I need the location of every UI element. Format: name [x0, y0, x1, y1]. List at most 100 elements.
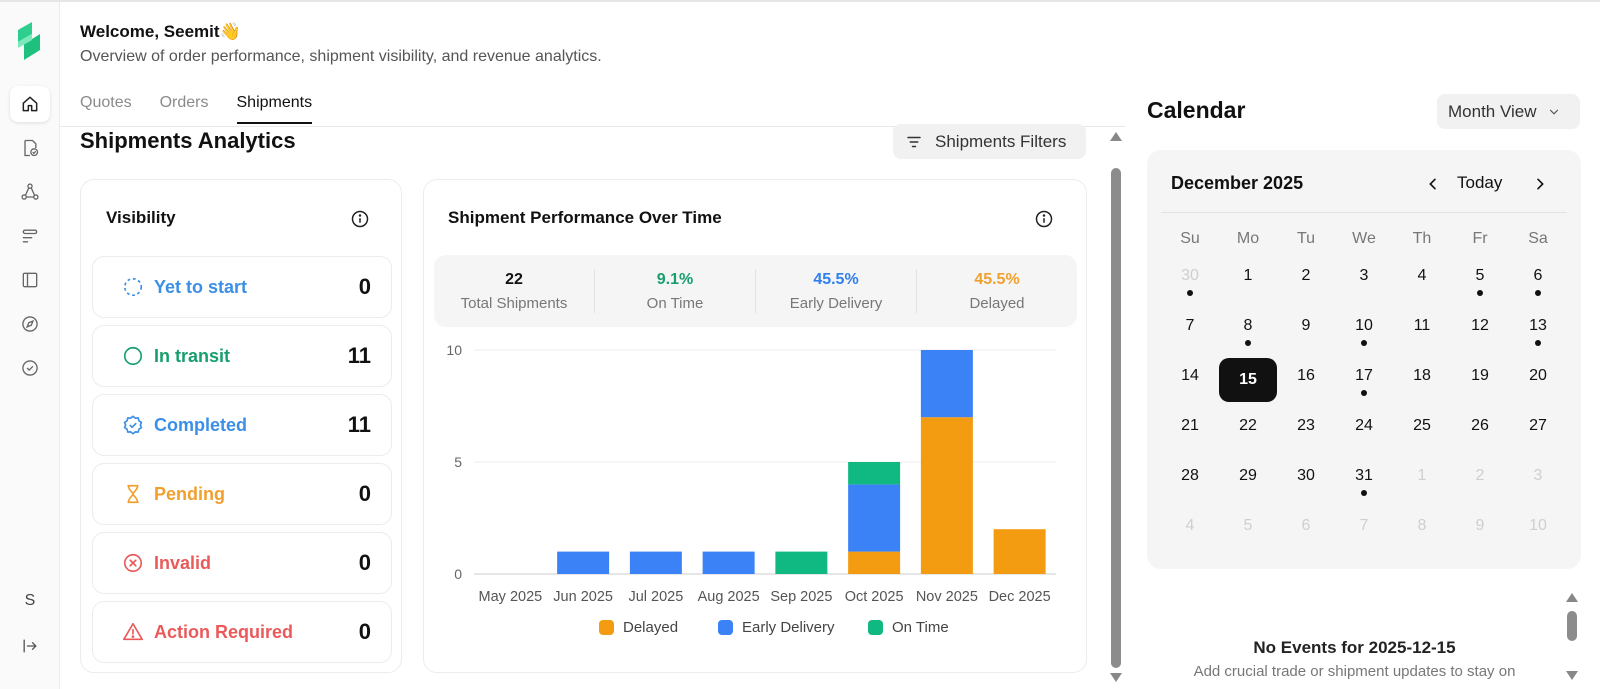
- visibility-row-invalid[interactable]: Invalid 0: [92, 532, 392, 594]
- calendar-day[interactable]: 1: [1393, 454, 1451, 504]
- sidebar-item-network[interactable]: [10, 174, 50, 210]
- calendar-day[interactable]: 16: [1277, 354, 1335, 404]
- calendar-day[interactable]: 5: [1219, 504, 1277, 554]
- info-icon[interactable]: [350, 209, 370, 229]
- bar-segment: [848, 484, 901, 552]
- calendar-day[interactable]: 4: [1393, 254, 1451, 304]
- event-dot: [1477, 290, 1483, 296]
- circle-icon: [123, 346, 143, 366]
- calendar-day[interactable]: 23: [1277, 404, 1335, 454]
- bar-segment: [848, 462, 901, 485]
- day-number: 26: [1471, 417, 1489, 434]
- sidebar-item-home[interactable]: [10, 86, 50, 122]
- calendar-day[interactable]: 27: [1509, 404, 1567, 454]
- main-scrollbar[interactable]: [1108, 128, 1124, 688]
- calendar-day[interactable]: 2: [1277, 254, 1335, 304]
- tab-orders[interactable]: Orders: [159, 94, 209, 111]
- today-button[interactable]: Today: [1457, 173, 1503, 192]
- month-view-label: Month View: [1448, 101, 1537, 121]
- visibility-row-in-transit[interactable]: In transit 11: [92, 325, 392, 387]
- day-number: 14: [1181, 367, 1199, 384]
- day-number: 18: [1413, 367, 1431, 384]
- calendar-day[interactable]: 9: [1451, 504, 1509, 554]
- top-border: [0, 0, 1600, 2]
- info-icon[interactable]: [1034, 209, 1054, 229]
- scroll-thumb[interactable]: [1111, 168, 1121, 668]
- day-number: 8: [1417, 517, 1427, 534]
- visibility-row-action-required[interactable]: Action Required 0: [92, 601, 392, 663]
- calendar-day[interactable]: 10: [1509, 504, 1567, 554]
- calendar-day[interactable]: 13: [1509, 304, 1567, 354]
- calendar-day[interactable]: 19: [1451, 354, 1509, 404]
- calendar-day[interactable]: 20: [1509, 354, 1567, 404]
- day-number: 11: [1413, 317, 1431, 334]
- sidebar-item-quotes[interactable]: [10, 130, 50, 166]
- calendar-day[interactable]: 24: [1335, 404, 1393, 454]
- performance-card: Shipment Performance Over Time 22 Total …: [423, 179, 1087, 673]
- day-number: 19: [1471, 367, 1489, 384]
- calendar-day[interactable]: 12: [1451, 304, 1509, 354]
- visibility-row-yet-to-start[interactable]: Yet to start 0: [92, 256, 392, 318]
- shipments-filters-button[interactable]: Shipments Filters: [893, 124, 1086, 159]
- visibility-count: 0: [358, 550, 371, 575]
- calendar-day[interactable]: 5: [1451, 254, 1509, 304]
- calendar-day[interactable]: 25: [1393, 404, 1451, 454]
- calendar-day[interactable]: 28: [1161, 454, 1219, 504]
- scroll-thumb[interactable]: [1567, 611, 1577, 641]
- sidebar-item-list[interactable]: [10, 218, 50, 254]
- logo-icon[interactable]: [14, 20, 44, 64]
- user-initial[interactable]: S: [24, 592, 36, 609]
- sidebar-item-documents[interactable]: [10, 262, 50, 298]
- scroll-up-icon[interactable]: [1566, 593, 1578, 602]
- visibility-label: Action Required: [154, 621, 294, 642]
- calendar-day[interactable]: 21: [1161, 404, 1219, 454]
- stat-label: Delayed: [969, 294, 1025, 312]
- calendar-day[interactable]: 14: [1161, 354, 1219, 404]
- visibility-row-pending[interactable]: Pending 0: [92, 463, 392, 525]
- calendar-day-selected[interactable]: 15: [1219, 354, 1277, 404]
- scroll-down-icon[interactable]: [1566, 671, 1578, 680]
- calendar-day[interactable]: 1: [1219, 254, 1277, 304]
- calendar-day[interactable]: 3: [1509, 454, 1567, 504]
- calendar-day[interactable]: 26: [1451, 404, 1509, 454]
- calendar-day[interactable]: 29: [1219, 454, 1277, 504]
- calendar-day[interactable]: 17: [1335, 354, 1393, 404]
- calendar-day[interactable]: 30: [1161, 254, 1219, 304]
- sidebar-item-tasks[interactable]: [10, 350, 50, 386]
- visibility-count: 0: [358, 274, 371, 299]
- visibility-label: In transit: [154, 345, 231, 366]
- visibility-count: 11: [347, 412, 371, 437]
- welcome-subtitle: Overview of order performance, shipment …: [80, 48, 602, 65]
- calendar-day[interactable]: 2: [1451, 454, 1509, 504]
- sidebar-item-explore[interactable]: [10, 306, 50, 342]
- calendar-day[interactable]: 22: [1219, 404, 1277, 454]
- event-dot: [1245, 340, 1251, 346]
- logout-button[interactable]: [10, 628, 50, 664]
- calendar-scrollbar[interactable]: [1565, 593, 1579, 689]
- visibility-row-completed[interactable]: Completed 11: [92, 394, 392, 456]
- calendar-day[interactable]: 9: [1277, 304, 1335, 354]
- calendar-day[interactable]: 11: [1393, 304, 1451, 354]
- tab-shipments[interactable]: Shipments: [236, 94, 313, 124]
- calendar-day[interactable]: 7: [1335, 504, 1393, 554]
- calendar-day[interactable]: 30: [1277, 454, 1335, 504]
- legend-swatch: [868, 620, 883, 635]
- tab-quotes[interactable]: Quotes: [80, 94, 132, 111]
- calendar-day[interactable]: 31: [1335, 454, 1393, 504]
- calendar-day[interactable]: 7: [1161, 304, 1219, 354]
- calendar-day[interactable]: 6: [1277, 504, 1335, 554]
- day-number: 17: [1355, 367, 1373, 384]
- day-number: 9: [1301, 317, 1311, 334]
- chevron-right-icon[interactable]: [1532, 176, 1548, 192]
- month-view-select[interactable]: Month View: [1437, 94, 1580, 129]
- calendar-day[interactable]: 8: [1393, 504, 1451, 554]
- calendar-day[interactable]: 18: [1393, 354, 1451, 404]
- scroll-up-icon[interactable]: [1110, 132, 1122, 141]
- chevron-left-icon[interactable]: [1425, 176, 1441, 192]
- calendar-day[interactable]: 6: [1509, 254, 1567, 304]
- calendar-day[interactable]: 4: [1161, 504, 1219, 554]
- scroll-down-icon[interactable]: [1110, 673, 1122, 682]
- calendar-day[interactable]: 8: [1219, 304, 1277, 354]
- calendar-day[interactable]: 3: [1335, 254, 1393, 304]
- calendar-day[interactable]: 10: [1335, 304, 1393, 354]
